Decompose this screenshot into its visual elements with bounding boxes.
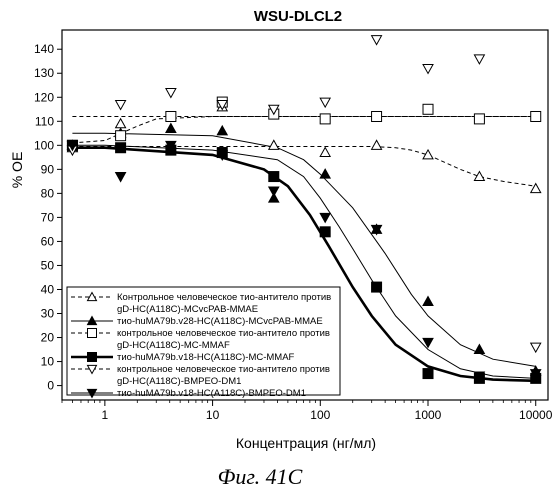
data-point xyxy=(423,104,433,114)
legend: Контрольное человеческое тио-антитело пр… xyxy=(67,287,340,399)
y-axis-label: % OE xyxy=(9,152,25,189)
data-point xyxy=(474,114,484,124)
y-tick-label: 110 xyxy=(35,114,54,128)
data-point xyxy=(474,345,484,354)
data-point xyxy=(269,140,279,149)
legend-label: тио-huMA79b.v18-HC(A118C)-BMPEO-DM1 xyxy=(117,388,306,399)
data-point xyxy=(116,143,126,153)
x-tick-label: 10 xyxy=(206,408,220,422)
x-axis-label: Концентрация (нг/мл) xyxy=(236,435,376,451)
y-tick-label: 10 xyxy=(41,355,55,369)
data-point xyxy=(531,184,541,193)
series-curve xyxy=(72,147,535,187)
data-point xyxy=(372,282,382,292)
data-point xyxy=(372,36,382,45)
y-tick-label: 130 xyxy=(34,66,54,80)
data-point xyxy=(88,329,97,338)
chart-title: WSU-DLCL2 xyxy=(254,8,342,25)
data-point xyxy=(166,111,176,121)
data-point xyxy=(320,227,330,237)
y-tick-label: 70 xyxy=(41,210,55,224)
y-tick-label: 50 xyxy=(41,258,55,272)
data-point xyxy=(320,213,330,222)
data-point xyxy=(531,111,541,121)
legend-label: контрольное человеческое тио-антитело пр… xyxy=(117,364,330,375)
data-point xyxy=(320,98,330,107)
data-point xyxy=(166,124,176,133)
data-point xyxy=(166,88,176,97)
data-point xyxy=(116,131,126,141)
x-tick-label: 1 xyxy=(102,408,109,422)
legend-label: контрольное человеческое тио-антитело пр… xyxy=(117,328,330,339)
y-tick-label: 40 xyxy=(41,282,55,296)
data-point xyxy=(474,55,484,64)
y-tick-label: 60 xyxy=(41,234,55,248)
data-point xyxy=(531,343,541,352)
data-point xyxy=(320,114,330,124)
x-tick-label: 1000 xyxy=(415,408,442,422)
data-point xyxy=(320,148,330,157)
y-tick-label: 80 xyxy=(41,186,55,200)
x-tick-label: 100 xyxy=(310,408,330,422)
y-tick-label: 20 xyxy=(41,331,55,345)
data-point xyxy=(423,369,433,379)
data-point xyxy=(217,126,227,135)
legend-label: gD-HC(A118C)-BMPEO-DM1 xyxy=(117,376,241,387)
x-tick-label: 10000 xyxy=(519,408,553,422)
data-point xyxy=(423,296,433,305)
data-point xyxy=(372,140,382,149)
legend-label: тио-huMA79b.v28-HC(A118C)-MCvcPAB-MMAE xyxy=(117,316,323,327)
data-point xyxy=(423,64,433,73)
y-tick-label: 140 xyxy=(34,42,54,56)
legend-label: gD-HC(A118C)-MC-MMAF xyxy=(117,340,230,351)
data-point xyxy=(116,173,126,182)
series-curve xyxy=(72,117,535,143)
y-tick-label: 120 xyxy=(34,90,54,104)
y-tick-label: 30 xyxy=(41,307,55,321)
data-point xyxy=(320,169,330,178)
y-tick-label: 90 xyxy=(41,162,55,176)
data-point xyxy=(88,353,97,362)
data-point xyxy=(269,172,279,182)
data-point xyxy=(116,100,126,109)
y-tick-label: 0 xyxy=(47,379,54,393)
data-point xyxy=(116,119,126,128)
legend-label: тио-huMA79b.v18-HC(A118C)-MC-MMAF xyxy=(117,352,295,363)
data-point xyxy=(269,187,279,196)
data-point xyxy=(474,172,484,181)
legend-label: gD-HC(A118C)-MCvcPAB-MMAE xyxy=(117,304,258,315)
y-tick-label: 100 xyxy=(34,138,54,152)
legend-label: Контрольное человеческое тио-антитело пр… xyxy=(117,292,331,303)
figure-caption: Фиг. 41C xyxy=(218,464,303,489)
data-point xyxy=(423,150,433,159)
data-point xyxy=(372,111,382,121)
